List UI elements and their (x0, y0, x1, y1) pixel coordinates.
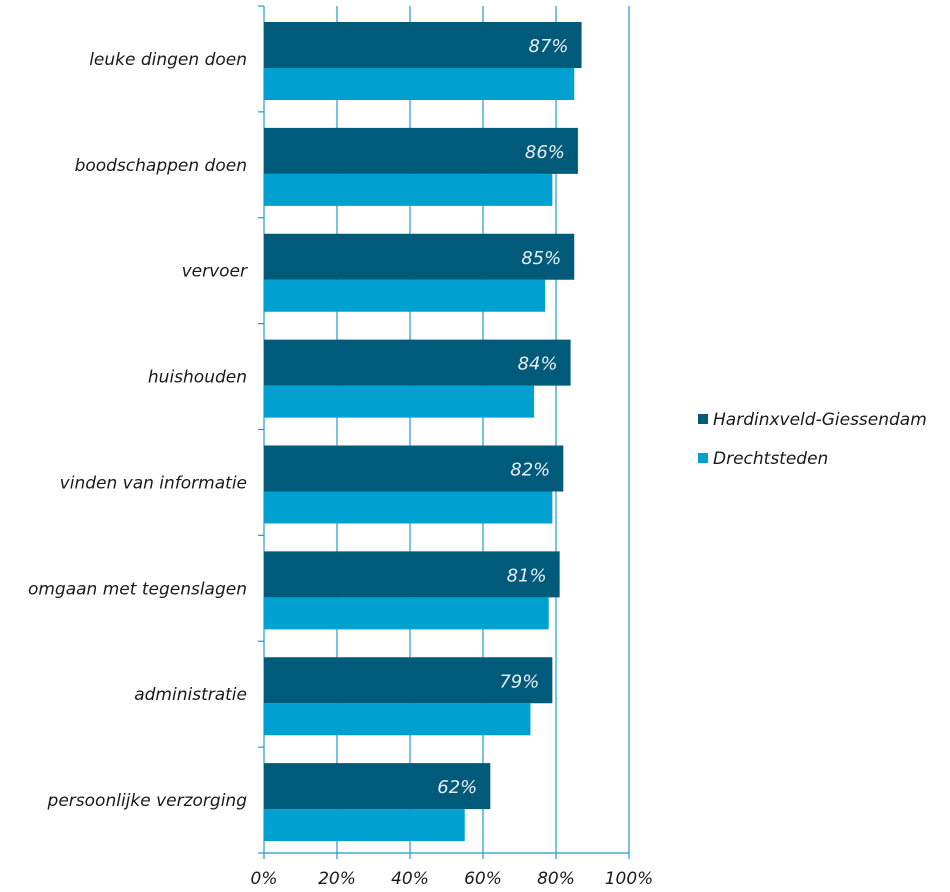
bar-drechtsteden (264, 491, 553, 524)
category-labels: leuke dingen doen boodschappen doen vervoe… (28, 50, 248, 811)
bar-hardinxveld-giessendam (264, 339, 571, 386)
data-label: 81% (507, 565, 547, 586)
bar-hardinxveld-giessendam (264, 22, 582, 68)
bar-drechtsteden (264, 703, 531, 736)
bar-drechtsteden (264, 809, 465, 842)
bar-hardinxveld-giessendam (264, 445, 564, 492)
bar-drechtsteden (264, 279, 546, 312)
x-tick-label: 80% (537, 869, 575, 889)
legend: Hardinxveld-Giessendam Drechtsteden (698, 410, 927, 469)
category-label: boodschappen doen (75, 156, 247, 176)
category-label: persoonlijke verzorging (47, 791, 248, 811)
legend-label: Hardinxveld-Giessendam (713, 410, 927, 430)
x-tick-label: 60% (464, 869, 502, 889)
bars (264, 22, 582, 842)
x-tick-label: 0% (251, 869, 278, 889)
data-label: 87% (529, 36, 569, 57)
category-label: leuke dingen doen (89, 50, 247, 70)
data-label: 85% (521, 248, 561, 269)
bar-hardinxveld-giessendam (264, 127, 578, 174)
x-tick-label: 40% (391, 869, 429, 889)
category-label: omgaan met tegenslagen (28, 579, 247, 599)
bar-hardinxveld-giessendam (264, 657, 553, 704)
data-label: 79% (499, 671, 539, 692)
bar-hardinxveld-giessendam (264, 233, 575, 280)
bar-hardinxveld-giessendam (264, 551, 560, 598)
x-tick-label: 100% (605, 869, 654, 889)
data-label: 82% (510, 460, 550, 481)
legend-swatch (698, 453, 708, 463)
data-label: 62% (437, 777, 477, 798)
x-tick-label: 20% (318, 869, 356, 889)
category-label: vervoer (182, 262, 248, 282)
bar-drechtsteden (264, 385, 535, 418)
data-label: 84% (518, 354, 558, 375)
category-label: huishouden (148, 368, 247, 388)
legend-label: Drechtsteden (713, 449, 828, 469)
bar-hardinxveld-giessendam (264, 763, 491, 810)
tick-labels: 0% 20% 40% 60% 80% 100% (251, 869, 654, 889)
data-label: 86% (525, 142, 565, 163)
bar-drechtsteden (264, 597, 549, 630)
axes (258, 5, 630, 859)
category-label: vinden van informatie (60, 473, 247, 493)
data-labels: 87% 86% 85% 84% 82% 81% 79% 62% (437, 36, 568, 798)
bar-drechtsteden (264, 68, 575, 100)
bar-drechtsteden (264, 173, 553, 206)
category-label: administratie (134, 685, 247, 705)
legend-swatch (698, 414, 708, 424)
